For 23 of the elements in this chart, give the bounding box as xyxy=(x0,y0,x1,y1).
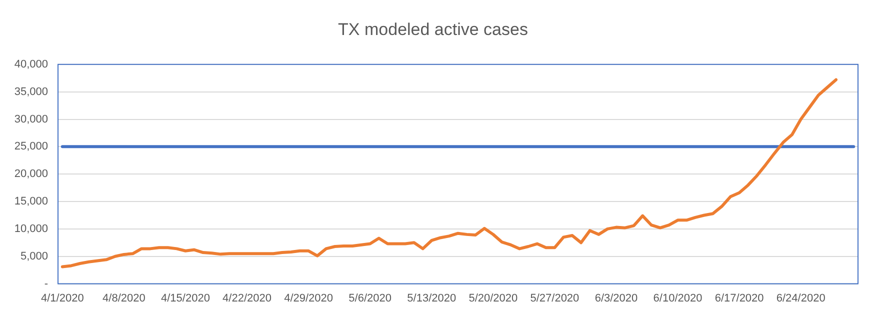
x-tick-label: 6/3/2020 xyxy=(594,292,638,304)
y-tick-label: 5,000 xyxy=(20,250,48,262)
x-tick-label: 6/17/2020 xyxy=(714,292,764,304)
x-tick-label: 6/10/2020 xyxy=(653,292,702,304)
y-tick-label: 20,000 xyxy=(14,168,48,180)
x-tick-label: 4/8/2020 xyxy=(102,292,146,304)
x-tick-label: 5/27/2020 xyxy=(530,292,580,304)
y-tick-label: - xyxy=(44,278,48,290)
x-tick-label: 4/29/2020 xyxy=(284,292,334,304)
x-tick-label: 4/1/2020 xyxy=(40,292,84,304)
y-tick-label: 25,000 xyxy=(14,140,48,153)
y-tick-label: 30,000 xyxy=(14,113,48,126)
x-tick-label: 5/6/2020 xyxy=(348,292,392,304)
y-tick-label: 35,000 xyxy=(14,86,48,98)
chart-title: TX modeled active cases xyxy=(338,20,528,39)
y-tick-label: 10,000 xyxy=(14,222,48,235)
y-tick-label: 15,000 xyxy=(14,196,48,208)
x-tick-label: 5/20/2020 xyxy=(468,292,518,304)
x-tick-label: 6/24/2020 xyxy=(776,292,826,304)
y-tick-label: 40,000 xyxy=(14,58,48,70)
x-tick-label: 4/22/2020 xyxy=(222,292,272,304)
x-tick-label: 4/15/2020 xyxy=(161,292,210,304)
x-tick-label: 5/13/2020 xyxy=(407,292,456,304)
